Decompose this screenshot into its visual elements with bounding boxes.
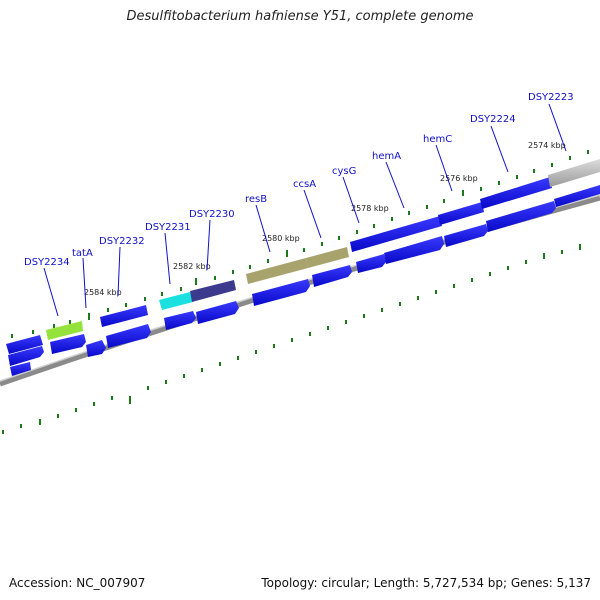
forward-genes-row2 [8, 185, 600, 376]
gene-row2-8[interactable] [312, 265, 352, 287]
kbp-label: 2576 kbp [440, 174, 478, 183]
gene-label: hemC [423, 134, 452, 145]
gene-row2-3[interactable] [86, 340, 106, 357]
gene-resB[interactable] [246, 258, 308, 284]
gene-label: DSY2234 [24, 257, 70, 268]
kbp-label: 2582 kbp [173, 262, 211, 271]
gene-row2-5[interactable] [164, 311, 196, 330]
gene-hemC[interactable] [480, 177, 552, 209]
kbp-labels: 2584 kbp 2582 kbp 2580 kbp 2578 kbp 2576… [84, 141, 566, 297]
gene-DSY2230[interactable] [190, 280, 236, 302]
gene-DSY2231[interactable] [159, 292, 193, 310]
gene-row2-9[interactable] [356, 254, 386, 273]
gene-row2-2[interactable] [50, 334, 86, 354]
gc-track-ticks [2, 244, 581, 434]
gene-row2-0[interactable] [10, 362, 31, 376]
gene-row2-4[interactable] [106, 324, 151, 348]
gene-label: DSY2223 [528, 92, 574, 103]
gene-tatA[interactable] [46, 321, 83, 340]
gene-label: DSY2230 [189, 209, 235, 220]
gene-cysG[interactable] [350, 216, 442, 252]
kbp-ticks [11, 150, 589, 338]
gene-row2-7[interactable] [252, 279, 310, 306]
gene-DSY2232[interactable] [100, 305, 148, 327]
gene-row2-12[interactable] [486, 201, 556, 232]
gene-row2-10[interactable] [384, 236, 444, 264]
gene-label: ccsA [293, 179, 316, 190]
gene-label-leaders [43, 103, 567, 317]
kbp-label: 2578 kbp [351, 204, 389, 213]
gene-label: tatA [72, 248, 93, 259]
map-title: Desulfitobacterium hafniense Y51, comple… [126, 9, 474, 24]
gene-label: cysG [332, 166, 356, 177]
gene-row2-6[interactable] [196, 301, 239, 324]
genome-summary-label: Topology: circular; Length: 5,727,534 bp… [261, 576, 591, 590]
gene-labels: DSY2234 tatA DSY2232 DSY2231 DSY2230 res… [24, 92, 574, 268]
gene-row2-11[interactable] [444, 224, 488, 247]
gene-row2-1[interactable] [8, 346, 44, 366]
gene-label: DSY2232 [99, 236, 145, 247]
gene-label: DSY2231 [145, 222, 191, 233]
gene-DSY2234[interactable] [6, 335, 43, 354]
gene-hemA[interactable] [438, 202, 484, 225]
kbp-label: 2574 kbp [528, 141, 566, 150]
accession-label: Accession: NC_007907 [9, 576, 146, 590]
gene-ccsA[interactable] [306, 247, 349, 268]
kbp-label: 2580 kbp [262, 234, 300, 243]
gene-DSY2223[interactable] [548, 159, 600, 187]
kbp-label: 2584 kbp [84, 288, 122, 297]
gene-label: DSY2224 [470, 114, 516, 125]
forward-genes [6, 159, 600, 354]
gene-label: resB [245, 194, 267, 205]
gene-label: hemA [372, 151, 401, 162]
gene-row2-13[interactable] [554, 185, 600, 207]
